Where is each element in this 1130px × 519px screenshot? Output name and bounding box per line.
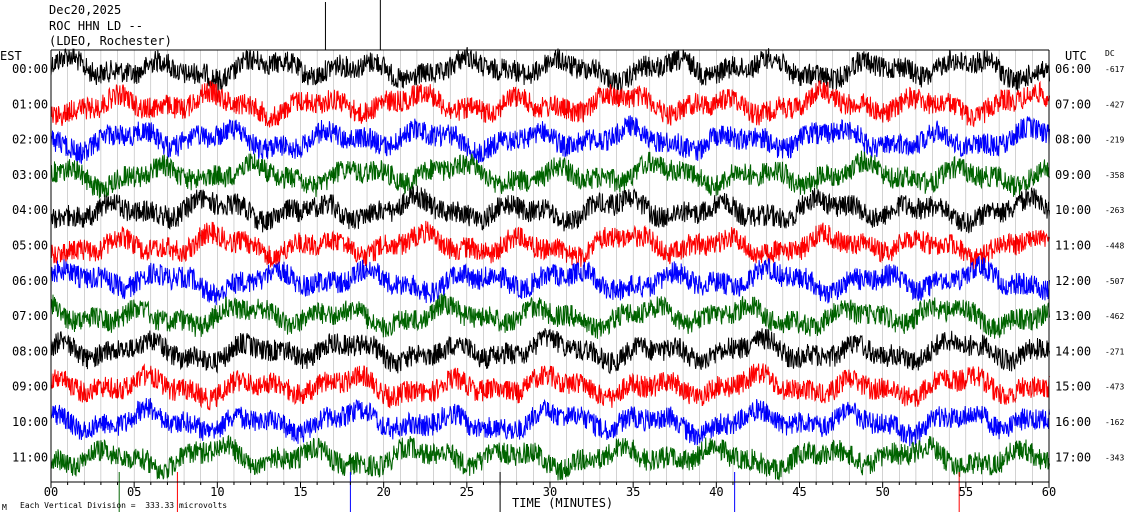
x-axis-title: TIME (MINUTES)	[512, 496, 614, 510]
est-hour-label: 03:00	[12, 168, 48, 182]
utc-hour-label: 14:00	[1055, 344, 1091, 358]
x-tick-label: 45	[792, 485, 806, 499]
x-tick-label: 50	[875, 485, 889, 499]
utc-hour-label: 17:00	[1055, 450, 1091, 464]
corner-mark: M	[2, 503, 7, 512]
trace-row	[50, 47, 1050, 94]
dc-offset-value: -263	[1105, 206, 1124, 215]
utc-hour-label: 06:00	[1055, 62, 1091, 76]
est-hour-label: 04:00	[12, 203, 48, 217]
x-tick-label: 30	[543, 485, 557, 499]
trace-row	[50, 115, 1050, 164]
utc-hour-label: 15:00	[1055, 380, 1091, 394]
x-tick-label: 00	[44, 485, 58, 499]
utc-hour-label: 07:00	[1055, 97, 1091, 111]
est-hour-label: 02:00	[12, 133, 48, 147]
scale-note: Each Vertical Division = 333.33 microvol…	[20, 501, 228, 510]
utc-hour-label: 08:00	[1055, 133, 1091, 147]
axes-group: 00:00 06:00 -617 01:00 07:00 -427 02:00 08:00 -2…	[12, 49, 1124, 499]
utc-axis-label: UTC	[1065, 49, 1087, 63]
dc-offset-value: -343	[1105, 453, 1124, 462]
trace-row	[50, 328, 1050, 375]
utc-hour-label: 10:00	[1055, 203, 1091, 217]
dc-offset-value: -462	[1105, 312, 1124, 321]
est-hour-label: 10:00	[12, 415, 48, 429]
plot-date: Dec20,2025	[49, 3, 122, 17]
x-tick-label: 10	[210, 485, 224, 499]
station-code: ROC HHN LD --	[49, 19, 143, 33]
est-hour-label: 05:00	[12, 239, 48, 253]
x-tick-label: 20	[376, 485, 390, 499]
trace-row	[50, 256, 1050, 306]
utc-hour-label: 13:00	[1055, 309, 1091, 323]
dc-offset-value: -448	[1105, 242, 1124, 251]
dc-offset-value: -271	[1105, 347, 1124, 356]
dc-offset-value: -358	[1105, 171, 1124, 180]
x-tick-label: 05	[127, 485, 141, 499]
est-hour-label: 07:00	[12, 309, 48, 323]
est-hour-label: 08:00	[12, 344, 48, 358]
utc-hour-label: 11:00	[1055, 239, 1091, 253]
trace-group	[50, 47, 1050, 481]
dc-column-label: DC	[1105, 49, 1115, 58]
station-location: (LDEO, Rochester)	[49, 34, 172, 48]
dc-offset-value: -473	[1105, 383, 1124, 392]
est-hour-label: 11:00	[12, 450, 48, 464]
x-tick-label: 40	[709, 485, 723, 499]
x-tick-label: 35	[626, 485, 640, 499]
trace-row	[50, 397, 1050, 447]
trace-row	[50, 363, 1050, 411]
dc-offset-value: -219	[1105, 136, 1124, 145]
trace-row	[50, 185, 1050, 234]
est-hour-label: 01:00	[12, 97, 48, 111]
utc-hour-label: 09:00	[1055, 168, 1091, 182]
dc-offset-value: -507	[1105, 277, 1124, 286]
x-tick-label: 60	[1042, 485, 1056, 499]
trace-row	[50, 292, 1050, 339]
est-axis-label: EST	[0, 49, 22, 63]
est-hour-label: 00:00	[12, 62, 48, 76]
utc-hour-label: 12:00	[1055, 274, 1091, 288]
utc-hour-label: 16:00	[1055, 415, 1091, 429]
dc-offset-value: -617	[1105, 65, 1124, 74]
est-hour-label: 09:00	[12, 380, 48, 394]
dc-offset-value: -162	[1105, 418, 1124, 427]
x-tick-label: 25	[460, 485, 474, 499]
trace-row	[50, 150, 1050, 199]
trace-row	[50, 434, 1050, 481]
dc-offset-value: -427	[1105, 100, 1124, 109]
x-tick-label: 15	[293, 485, 307, 499]
trace-row	[50, 80, 1050, 128]
x-tick-label: 55	[959, 485, 973, 499]
est-hour-label: 06:00	[12, 274, 48, 288]
minute-gridlines	[67, 0, 1033, 512]
trace-row	[50, 220, 1050, 270]
